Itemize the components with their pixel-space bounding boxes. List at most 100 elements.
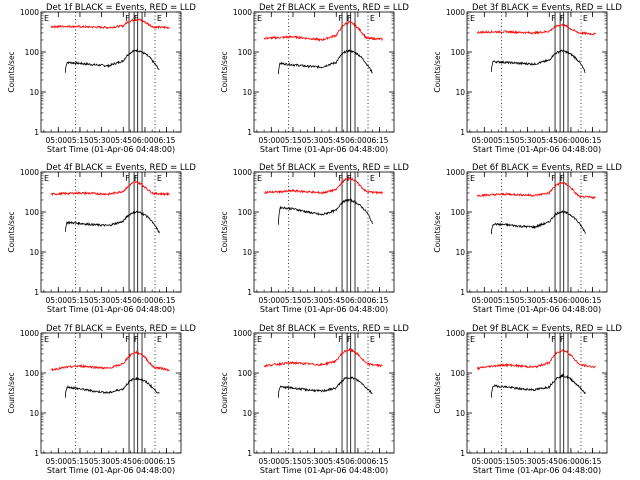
x-axis-label: Start Time (01-Apr-06 04:48:00) xyxy=(473,145,601,154)
panel-title: Det 3f BLACK = Events, RED = LLD xyxy=(472,3,622,13)
x-tick-label: 05:00 xyxy=(259,457,281,466)
events-series-line xyxy=(278,49,373,75)
x-tick-label: 05:30 xyxy=(89,136,111,145)
x-axis-label: Start Time (01-Apr-06 04:48:00) xyxy=(47,145,175,154)
detector-panel: Det 7f BLACK = Events, RED = LLD 1 10 100 10… xyxy=(7,324,196,475)
x-tick-label: 05:00 xyxy=(46,457,68,466)
y-tick-label: 100 xyxy=(25,208,40,217)
x-tick-label: 05:45 xyxy=(110,136,132,145)
lld-series-line xyxy=(476,181,596,200)
label-e-left: E xyxy=(470,335,475,344)
x-tick-label: 05:45 xyxy=(323,136,345,145)
y-tick-label: 100 xyxy=(238,48,253,57)
detector-panel: Det 6f BLACK = Events, RED = LLD 1 10 100 10… xyxy=(433,163,622,314)
flare-label-f: F xyxy=(134,174,139,183)
label-e: E xyxy=(157,335,162,344)
x-tick-label: 05:15 xyxy=(280,136,302,145)
lld-series-line xyxy=(50,349,170,372)
panel-title: Det 9f BLACK = Events, RED = LLD xyxy=(472,324,622,334)
y-tick-label: 10 xyxy=(455,409,465,418)
x-tick-label: 05:45 xyxy=(323,457,345,466)
x-tick-label: 05:15 xyxy=(280,457,302,466)
x-tick-label: 06:15 xyxy=(154,457,176,466)
y-tick-label: 1 xyxy=(247,449,252,458)
y-tick-label: 1 xyxy=(460,449,465,458)
detector-panel: Det 9f BLACK = Events, RED = LLD 1 10 100 10… xyxy=(433,324,622,475)
events-series-line xyxy=(65,376,160,398)
flare-label-f: F xyxy=(551,14,556,23)
flare-label-f: F xyxy=(560,14,565,23)
x-tick-label: 05:45 xyxy=(536,296,558,305)
plot-frame xyxy=(466,11,608,133)
x-tick-label: 05:15 xyxy=(67,457,89,466)
plot-frame xyxy=(40,171,182,293)
flare-label-f: F xyxy=(338,174,343,183)
plot-frame xyxy=(253,171,395,293)
label-e-left: E xyxy=(44,174,49,183)
events-series-line xyxy=(491,210,586,235)
x-tick-label: 05:00 xyxy=(46,136,68,145)
x-tick-label: 05:15 xyxy=(280,296,302,305)
detector-panel: Det 5f BLACK = Events, RED = LLD 1 10 100 10… xyxy=(220,163,409,314)
y-axis-label: Counts/sec xyxy=(7,51,16,92)
x-tick-label: 05:00 xyxy=(472,457,494,466)
x-tick-label: 06:15 xyxy=(580,296,602,305)
label-e-left: E xyxy=(257,335,262,344)
lld-series-line xyxy=(476,23,596,36)
y-tick-label: 100 xyxy=(451,208,466,217)
x-tick-label: 05:30 xyxy=(302,136,324,145)
y-tick-label: 10 xyxy=(29,88,39,97)
x-tick-label: 06:15 xyxy=(367,136,389,145)
y-tick-label: 100 xyxy=(451,48,466,57)
x-tick-label: 06:15 xyxy=(154,296,176,305)
x-tick-label: 05:30 xyxy=(89,457,111,466)
plot-frame xyxy=(466,171,608,293)
label-e: E xyxy=(370,14,375,23)
events-series-line xyxy=(65,48,160,73)
y-axis-label: Counts/sec xyxy=(220,211,229,252)
events-series-line xyxy=(491,373,586,398)
detector-panel: Det 2f BLACK = Events, RED = LLD 1 10 100 10… xyxy=(220,3,409,154)
lld-series-line xyxy=(50,18,170,30)
x-tick-label: 05:00 xyxy=(472,136,494,145)
plot-frame xyxy=(253,332,395,454)
label-e: E xyxy=(583,14,588,23)
x-tick-label: 06:00 xyxy=(345,136,367,145)
label-e: E xyxy=(157,14,162,23)
x-tick-label: 05:00 xyxy=(259,136,281,145)
x-tick-label: 06:15 xyxy=(580,457,602,466)
panel-title: Det 7f BLACK = Events, RED = LLD xyxy=(46,324,196,334)
flare-label-f: F xyxy=(125,174,130,183)
y-tick-label: 10 xyxy=(242,248,252,257)
lld-series-line xyxy=(263,20,383,42)
events-series-line xyxy=(491,49,586,73)
y-tick-label: 1 xyxy=(34,449,39,458)
y-tick-label: 1000 xyxy=(20,168,39,177)
y-tick-label: 10 xyxy=(242,409,252,418)
label-e: E xyxy=(583,335,588,344)
x-tick-label: 05:30 xyxy=(89,296,111,305)
y-tick-label: 10 xyxy=(455,248,465,257)
y-tick-label: 10 xyxy=(242,88,252,97)
x-tick-label: 06:00 xyxy=(132,136,154,145)
y-tick-label: 10 xyxy=(29,248,39,257)
panel-title: Det 5f BLACK = Events, RED = LLD xyxy=(259,163,409,173)
detector-panel: Det 1f BLACK = Events, RED = LLD 1 10 100 10… xyxy=(7,3,196,154)
x-tick-label: 05:30 xyxy=(515,296,537,305)
x-tick-label: 05:45 xyxy=(536,457,558,466)
y-axis-label: Counts/sec xyxy=(7,372,16,413)
y-tick-label: 1 xyxy=(34,288,39,297)
x-tick-label: 05:45 xyxy=(536,136,558,145)
y-tick-label: 1 xyxy=(247,128,252,137)
detector-panel: Det 8f BLACK = Events, RED = LLD 1 10 100 10… xyxy=(220,324,409,475)
y-tick-label: 1000 xyxy=(233,168,252,177)
flare-label-f: F xyxy=(560,335,565,344)
y-tick-label: 100 xyxy=(25,369,40,378)
label-e-left: E xyxy=(44,335,49,344)
flare-label-f: F xyxy=(551,335,556,344)
x-tick-label: 05:30 xyxy=(515,136,537,145)
y-tick-label: 1000 xyxy=(20,8,39,17)
x-tick-label: 06:15 xyxy=(367,457,389,466)
y-tick-label: 1000 xyxy=(233,8,252,17)
